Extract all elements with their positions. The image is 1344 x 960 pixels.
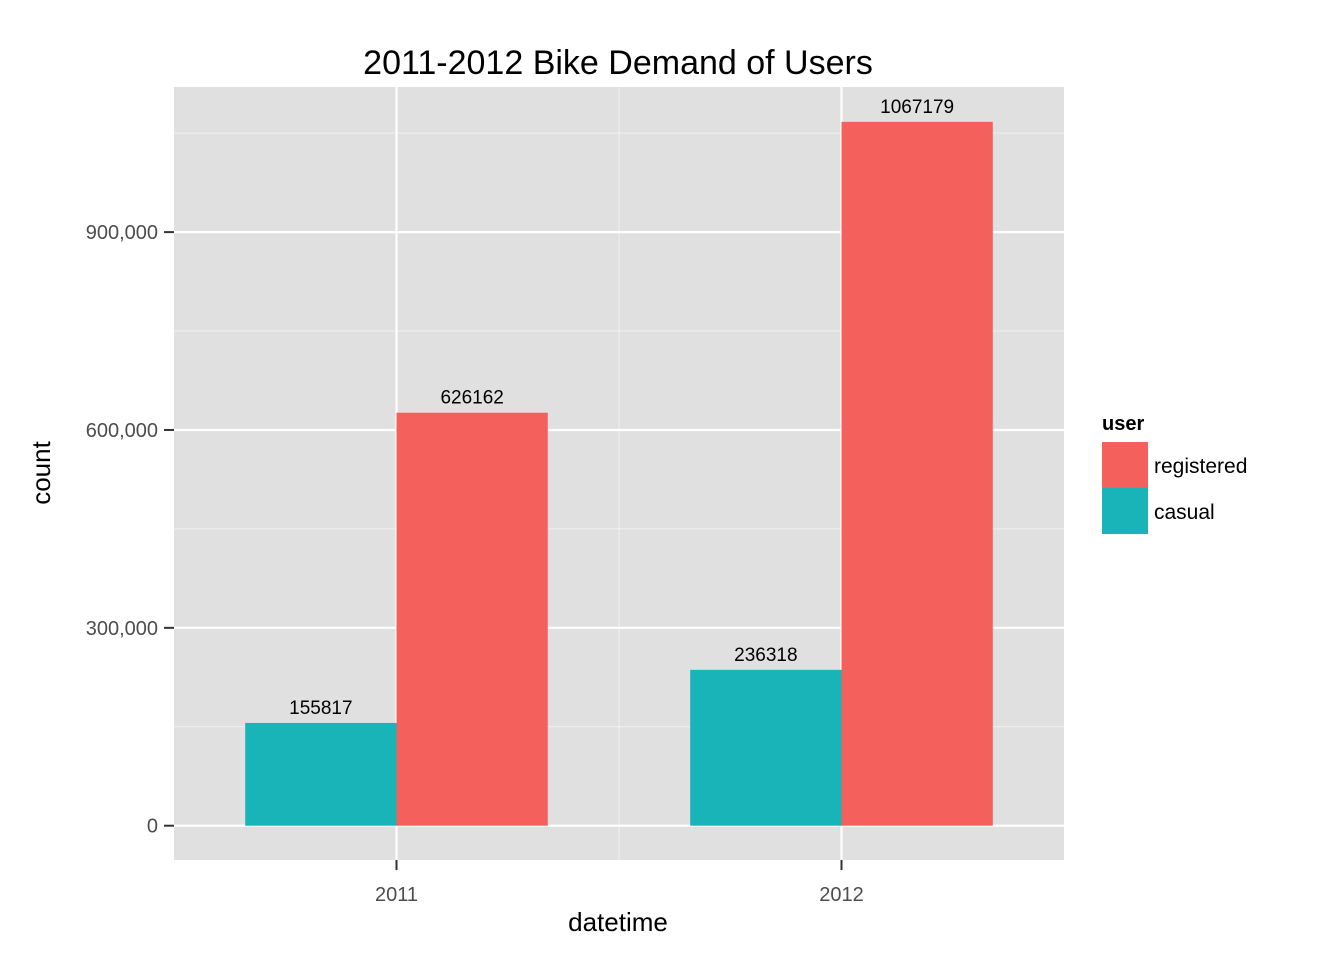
bar-registered-2012	[841, 121, 993, 826]
legend-label-casual: casual	[1154, 501, 1215, 524]
x-tick-label: 2012	[819, 884, 864, 906]
legend-swatch-registered	[1102, 442, 1148, 488]
x-tick-label: 2011	[375, 884, 418, 906]
bars	[245, 121, 993, 826]
data-label-registered-2012: 1067179	[880, 97, 954, 118]
y-tick-label: 900,000	[86, 222, 158, 244]
chart-title: 2011-2012 Bike Demand of Users	[363, 44, 873, 82]
x-axis-title: datetime	[568, 907, 668, 937]
legend-title: user	[1102, 413, 1144, 435]
y-axis: 0 300,000 600,000 900,000	[86, 222, 174, 838]
bar-casual-2011	[245, 722, 397, 826]
legend: user registered casual	[1102, 413, 1247, 534]
legend-swatch-casual	[1102, 488, 1148, 534]
data-label-casual-2011: 155817	[289, 698, 352, 719]
y-tick-label: 300,000	[86, 618, 158, 640]
bar-registered-2011	[396, 412, 548, 826]
data-labels: 155817 236318 626162 1067179	[289, 97, 954, 719]
y-tick-label: 600,000	[86, 420, 158, 442]
legend-label-registered: registered	[1154, 455, 1247, 478]
data-label-casual-2012: 236318	[734, 645, 797, 666]
bar-casual-2012	[690, 669, 842, 826]
y-axis-title: count	[26, 440, 56, 504]
data-label-registered-2011: 626162	[440, 388, 503, 409]
y-tick-label: 0	[147, 816, 158, 838]
x-axis: 2011 2012	[375, 860, 864, 906]
